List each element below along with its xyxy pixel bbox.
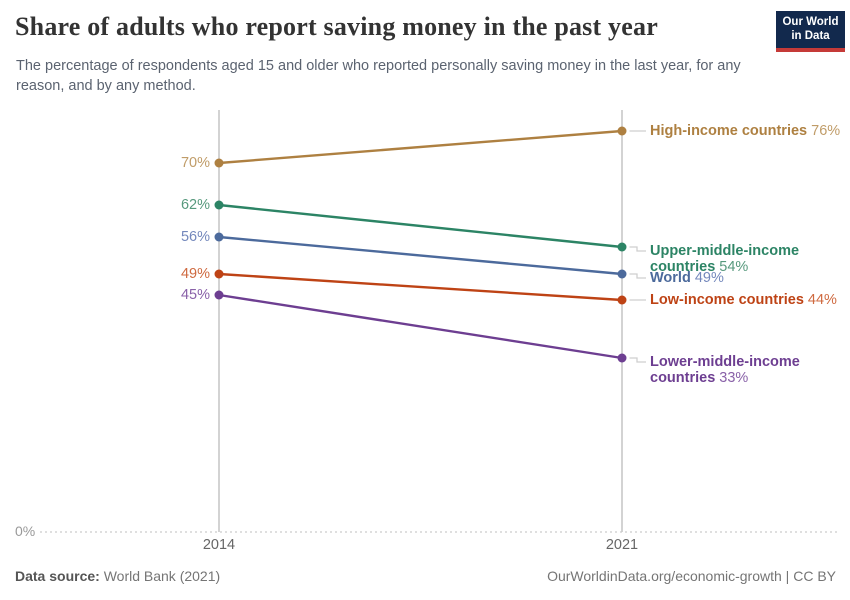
owid-logo-line2: in Data xyxy=(791,29,830,42)
series-end-label-upper-middle-income-countries: Upper-middle-income countries 54% xyxy=(650,243,808,275)
series-end-value-upper-middle-income-countries: 54% xyxy=(715,259,749,275)
series-dot-end-lower-middle-income-countries xyxy=(617,353,627,363)
series-line-world xyxy=(218,235,623,276)
series-name-lower-middle-income-countries: Lower-middle-income countries xyxy=(650,354,800,386)
owid-url-license-link[interactable]: OurWorldinData.org/economic-growth | CC … xyxy=(547,568,836,584)
series-start-value-low-income-countries: 49% xyxy=(180,266,210,282)
series-line-low-income-countries xyxy=(218,272,623,302)
chart-subtitle: The percentage of respondents aged 15 an… xyxy=(16,58,741,95)
owid-logo-line1: Our World xyxy=(782,15,839,28)
series-line-lower-middle-income-countries xyxy=(218,293,623,360)
label-connector-upper-middle-income-countries xyxy=(629,246,646,252)
series-end-value-low-income-countries: 44% xyxy=(803,292,837,308)
page-title: Share of adults who report saving money … xyxy=(15,12,658,41)
series-dot-start-upper-middle-income-countries xyxy=(214,200,224,210)
x-tick-2014: 2014 xyxy=(202,537,236,553)
series-end-label-world: World 49% xyxy=(650,270,724,286)
series-dot-start-world xyxy=(214,232,224,242)
series-name-high-income-countries: High-income countries xyxy=(650,123,808,139)
series-name-world: World xyxy=(650,270,691,286)
series-name-upper-middle-income-countries: Upper-middle-income countries xyxy=(650,243,800,275)
series-line-upper-middle-income-countries xyxy=(218,203,623,249)
series-end-value-world: 49% xyxy=(690,270,724,286)
series-dot-start-high-income-countries xyxy=(214,158,224,168)
series-dot-end-low-income-countries xyxy=(617,295,627,305)
series-dot-end-upper-middle-income-countries xyxy=(617,242,627,252)
label-connector-lower-middle-income-countries xyxy=(629,357,646,363)
series-start-value-lower-middle-income-countries: 45% xyxy=(180,287,210,303)
series-name-low-income-countries: Low-income countries xyxy=(650,292,804,308)
series-end-value-high-income-countries: 76% xyxy=(807,123,841,139)
series-end-label-low-income-countries: Low-income countries 44% xyxy=(650,292,837,308)
data-source-note: Data source: World Bank (2021) xyxy=(15,568,220,584)
series-dot-start-low-income-countries xyxy=(214,269,224,279)
series-end-label-lower-middle-income-countries: Lower-middle-income countries 33% xyxy=(650,354,808,386)
series-end-label-high-income-countries: High-income countries 76% xyxy=(650,123,840,139)
series-dot-end-high-income-countries xyxy=(617,126,627,136)
series-dot-start-lower-middle-income-countries xyxy=(214,290,224,300)
x-tick-2021: 2021 xyxy=(605,537,639,553)
series-start-value-world: 56% xyxy=(180,229,210,245)
y-axis-zero-label: 0% xyxy=(15,523,36,539)
owid-logo[interactable]: Our World in Data xyxy=(776,11,845,52)
series-line-high-income-countries xyxy=(218,129,623,165)
data-source-value: World Bank (2021) xyxy=(103,568,221,584)
series-start-value-high-income-countries: 70% xyxy=(180,155,210,171)
data-source-label: Data source: xyxy=(15,568,100,584)
series-start-value-upper-middle-income-countries: 62% xyxy=(180,197,210,213)
label-connector-world xyxy=(629,273,646,279)
series-dot-end-world xyxy=(617,269,627,279)
series-end-value-lower-middle-income-countries: 33% xyxy=(715,370,749,386)
